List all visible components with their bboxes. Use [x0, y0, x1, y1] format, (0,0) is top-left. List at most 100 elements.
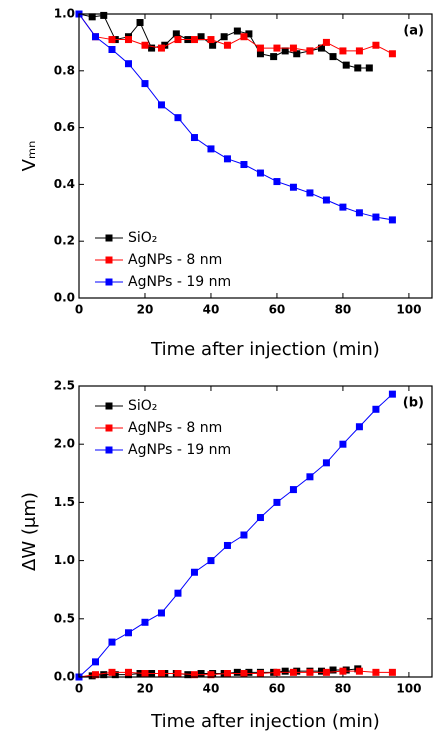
marker: [91, 33, 99, 41]
legend-label: AgNPs - 19 nm: [128, 442, 231, 458]
marker: [157, 670, 165, 678]
marker: [372, 41, 380, 49]
marker: [108, 46, 116, 53]
marker: [240, 33, 248, 41]
marker: [174, 670, 182, 678]
marker: [240, 161, 248, 169]
marker: [256, 514, 264, 522]
panel-label: (b): [403, 396, 424, 411]
marker: [197, 670, 205, 678]
marker: [355, 423, 363, 431]
marker: [355, 667, 363, 675]
marker: [240, 531, 248, 539]
marker: [322, 38, 330, 46]
marker: [124, 668, 132, 676]
marker: [388, 668, 396, 676]
marker: [306, 189, 314, 197]
marker: [220, 33, 228, 41]
marker: [136, 19, 144, 27]
marker: [91, 658, 99, 666]
legend-label: AgNPs - 8 nm: [128, 252, 222, 268]
x-tick-label: 20: [137, 682, 154, 696]
marker: [372, 405, 380, 413]
y-tick-label: 0.0: [54, 670, 75, 684]
marker: [322, 459, 330, 467]
marker: [88, 13, 96, 21]
marker: [339, 667, 347, 675]
marker: [207, 671, 215, 679]
marker: [190, 671, 198, 679]
marker: [329, 53, 337, 61]
marker: [223, 541, 231, 549]
marker: [322, 196, 330, 204]
marker: [372, 213, 380, 221]
marker: [124, 629, 132, 637]
marker: [339, 203, 347, 211]
marker: [306, 473, 314, 481]
marker: [190, 568, 198, 576]
plot-frame: [78, 385, 433, 678]
legend-marker: [105, 234, 113, 242]
marker: [233, 27, 241, 35]
legend-label: SiO₂: [128, 230, 157, 246]
legend-label: AgNPs - 8 nm: [128, 420, 222, 436]
x-tick-label: 80: [335, 682, 352, 696]
marker: [388, 216, 396, 224]
marker: [256, 670, 264, 678]
marker: [293, 50, 301, 58]
marker: [388, 50, 396, 58]
marker: [197, 33, 205, 41]
marker: [100, 671, 108, 679]
y-tick-label: 0.6: [54, 120, 75, 134]
marker: [245, 30, 253, 38]
y-tick-label: 1.0: [54, 553, 75, 567]
marker: [174, 36, 182, 44]
y-tick-label: 0.2: [54, 234, 75, 248]
marker: [306, 668, 314, 676]
marker: [273, 44, 281, 52]
marker: [190, 36, 198, 44]
x-tick-label: 80: [335, 303, 352, 317]
marker: [209, 41, 217, 49]
marker: [289, 183, 297, 191]
marker: [329, 666, 337, 674]
legend-marker: [105, 402, 113, 410]
y-axis-label: Vₘₙ: [19, 141, 40, 172]
marker: [256, 44, 264, 52]
marker: [289, 668, 297, 676]
legend-label: AgNPs - 19 nm: [128, 274, 231, 290]
marker: [141, 670, 149, 678]
marker: [355, 47, 363, 55]
marker: [157, 44, 165, 52]
marker: [207, 145, 215, 153]
marker: [207, 36, 215, 44]
x-tick-label: 40: [203, 303, 220, 317]
marker: [240, 670, 248, 678]
y-tick-label: 2.5: [54, 379, 75, 393]
marker: [172, 30, 180, 38]
marker: [157, 609, 165, 617]
marker: [365, 64, 373, 72]
y-tick-label: 0.5: [54, 611, 75, 625]
marker: [190, 134, 198, 142]
marker: [281, 667, 289, 675]
series-line: [78, 13, 393, 221]
x-tick-label: 0: [75, 303, 83, 317]
marker: [223, 155, 231, 163]
x-tick-label: 20: [137, 303, 154, 317]
marker: [124, 60, 132, 68]
x-axis-label: Time after injection (min): [150, 339, 380, 360]
marker: [339, 440, 347, 448]
marker: [322, 668, 330, 676]
marker: [91, 671, 99, 679]
marker: [256, 50, 264, 58]
marker: [124, 36, 132, 44]
panel-label: (a): [403, 24, 424, 39]
marker: [207, 557, 215, 565]
marker: [388, 390, 396, 398]
marker: [372, 668, 380, 676]
marker: [108, 638, 116, 646]
marker: [223, 670, 231, 678]
marker: [306, 47, 314, 55]
